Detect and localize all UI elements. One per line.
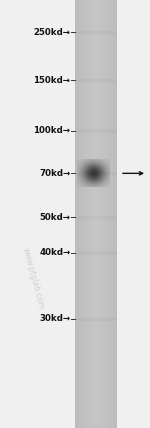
Text: 70kd→: 70kd→	[39, 169, 70, 178]
Text: 30kd→: 30kd→	[39, 314, 70, 324]
Text: 150kd→: 150kd→	[33, 76, 70, 85]
Text: 100kd→: 100kd→	[33, 126, 70, 135]
Text: 250kd→: 250kd→	[33, 27, 70, 37]
Text: 50kd→: 50kd→	[39, 213, 70, 222]
Text: www.ptglab.com: www.ptglab.com	[20, 246, 46, 310]
Text: 40kd→: 40kd→	[39, 248, 70, 257]
